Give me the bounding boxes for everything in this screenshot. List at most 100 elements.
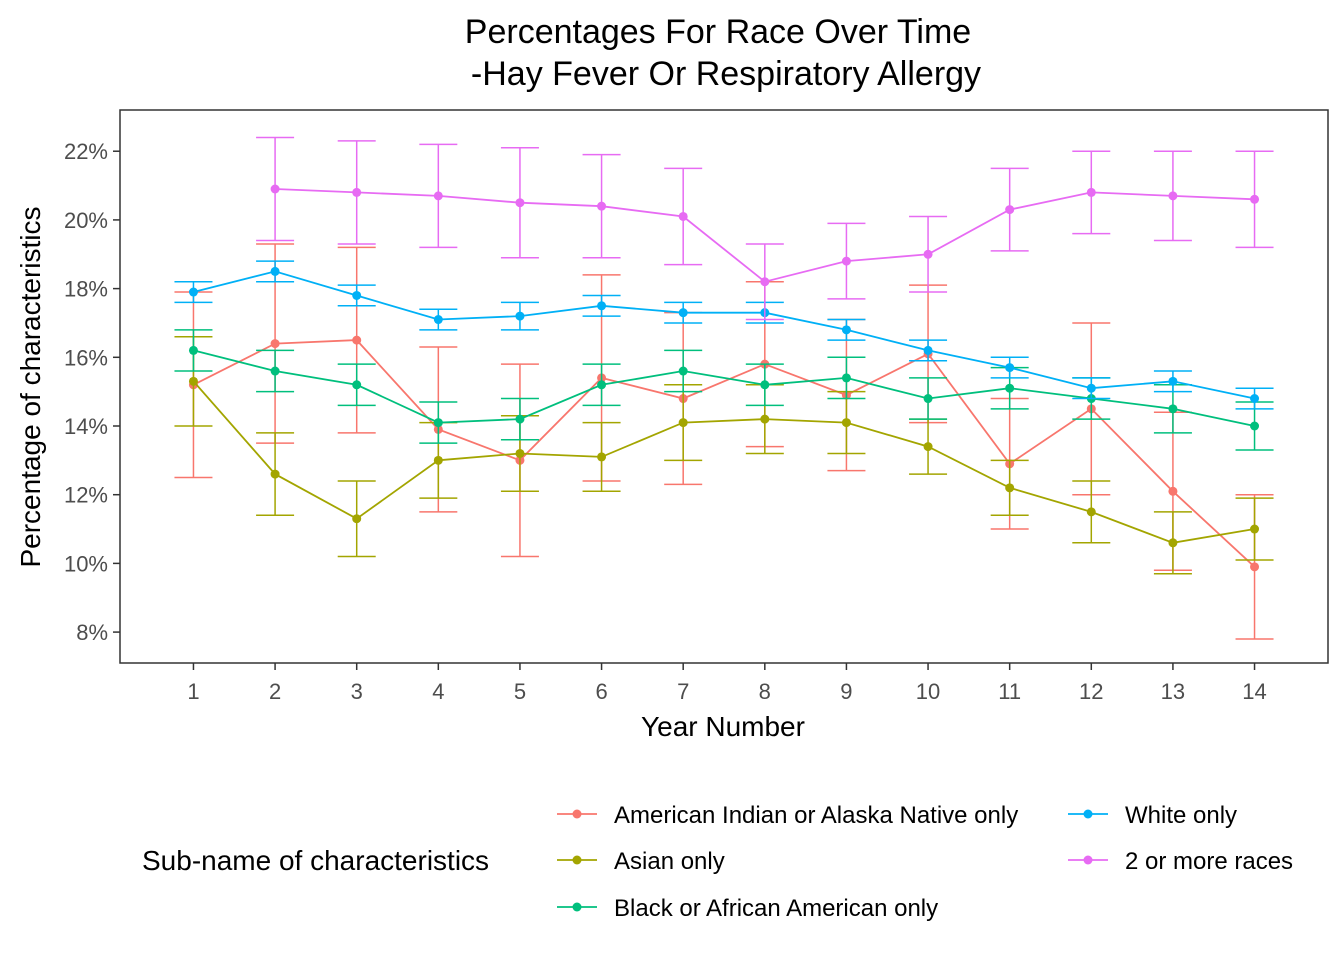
series-line	[193, 339, 1256, 568]
x-tick-label: 11	[998, 679, 1021, 704]
y-tick-label: 12%	[64, 483, 108, 508]
y-tick-label: 10%	[64, 551, 108, 576]
data-point	[1168, 191, 1178, 201]
data-point	[1168, 404, 1178, 414]
data-point	[923, 249, 933, 259]
data-point	[188, 287, 198, 297]
chart-title-line-2: -Hay Fever Or Respiratory Allergy	[471, 55, 981, 93]
x-tick-label: 5	[514, 679, 526, 704]
x-tick-label: 10	[916, 679, 940, 704]
data-point	[270, 366, 280, 376]
data-point	[841, 373, 851, 383]
x-tick-label: 8	[759, 679, 771, 704]
series-line	[193, 270, 1255, 400]
legend-key-point	[572, 902, 582, 912]
data-point	[597, 452, 607, 462]
data-point	[841, 256, 851, 266]
y-tick-label: 20%	[64, 208, 108, 233]
data-point	[1086, 383, 1096, 393]
data-point	[1005, 363, 1015, 373]
x-axis-title: Year Number	[641, 711, 805, 742]
y-axis-title: Percentage of characteristics	[15, 206, 46, 567]
data-point	[433, 455, 443, 465]
y-axis: 8% 10% 12% 14% 16% 18% 20% 22%	[64, 139, 120, 645]
data-point	[352, 380, 362, 390]
data-point	[1250, 394, 1260, 404]
data-point	[515, 448, 525, 458]
legend-key-point	[1083, 809, 1093, 819]
legend-item: American Indian or Alaska Native only	[557, 802, 1018, 829]
legend-key-point	[1083, 855, 1093, 865]
data-point	[841, 418, 851, 428]
data-point	[515, 414, 525, 424]
legend-item: Black or African American only	[557, 895, 938, 922]
data-point	[760, 414, 770, 424]
x-tick-label: 6	[595, 679, 607, 704]
data-point	[597, 301, 607, 311]
data-point	[270, 266, 280, 276]
data-point	[1005, 383, 1015, 393]
series-5	[256, 136, 1274, 321]
plot-panel	[119, 109, 1329, 664]
data-point	[1168, 376, 1178, 386]
data-point	[188, 345, 198, 355]
chart-title-line-1: Percentages For Race Over Time	[465, 13, 971, 51]
data-point	[1250, 194, 1260, 204]
legend-item: Asian only	[557, 848, 725, 875]
y-tick-label: 14%	[64, 414, 108, 439]
legend-title: Sub-name of characteristics	[142, 845, 489, 876]
x-tick-label: 13	[1161, 679, 1185, 704]
data-point	[1250, 421, 1260, 431]
data-point	[188, 376, 198, 386]
data-point	[760, 380, 770, 390]
data-point	[923, 345, 933, 355]
legend-label: Asian only	[614, 848, 725, 875]
series-2	[174, 335, 1274, 575]
x-tick-label: 1	[187, 679, 199, 704]
legend-label: Black or African American only	[614, 895, 938, 922]
data-point	[1005, 205, 1015, 215]
data-point	[352, 187, 362, 197]
legend: American Indian or Alaska Native only Asi…	[557, 802, 1293, 922]
data-point	[515, 311, 525, 321]
data-point	[352, 514, 362, 524]
data-point	[433, 315, 443, 325]
legend-label: 2 or more races	[1125, 848, 1293, 875]
legend-label: White only	[1125, 802, 1237, 829]
data-point	[678, 211, 688, 221]
series-layer	[174, 136, 1274, 640]
x-tick-label: 12	[1079, 679, 1103, 704]
data-point	[1250, 524, 1260, 534]
data-point	[270, 469, 280, 479]
data-point	[1250, 562, 1260, 572]
data-point	[1086, 187, 1096, 197]
x-tick-label: 7	[677, 679, 689, 704]
data-point	[1168, 486, 1178, 496]
x-tick-label: 14	[1242, 679, 1266, 704]
data-point	[433, 418, 443, 428]
x-tick-label: 9	[840, 679, 852, 704]
y-tick-label: 16%	[64, 345, 108, 370]
data-point	[923, 442, 933, 452]
y-tick-label: 8%	[76, 620, 108, 645]
series-3	[174, 329, 1274, 451]
legend-key-point	[572, 855, 582, 865]
data-point	[515, 198, 525, 208]
data-point	[1086, 507, 1096, 517]
data-point	[923, 394, 933, 404]
data-point	[1005, 483, 1015, 493]
data-point	[841, 325, 851, 335]
data-point	[270, 184, 280, 194]
series-line	[192, 380, 1255, 544]
data-point	[678, 308, 688, 318]
data-point	[1168, 538, 1178, 548]
series-4	[174, 260, 1274, 410]
legend-key-point	[572, 809, 582, 819]
y-tick-label: 18%	[64, 277, 108, 302]
data-point	[597, 380, 607, 390]
data-point	[352, 290, 362, 300]
data-point	[760, 277, 770, 287]
x-tick-label: 3	[351, 679, 363, 704]
x-tick-label: 2	[269, 679, 281, 704]
